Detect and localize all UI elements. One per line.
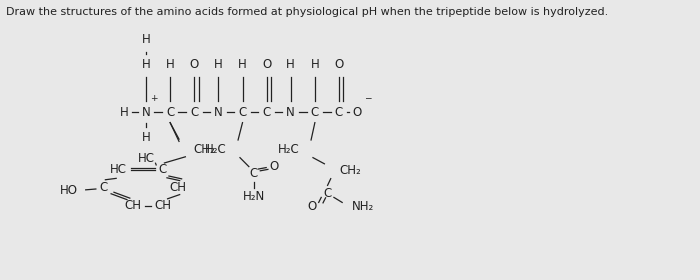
- Text: H₂C: H₂C: [278, 143, 300, 156]
- Text: C: C: [323, 187, 332, 200]
- Text: C: C: [262, 106, 271, 118]
- Text: H: H: [238, 58, 247, 71]
- Text: H: H: [311, 58, 319, 71]
- Text: N: N: [214, 106, 223, 118]
- Text: N: N: [141, 106, 150, 118]
- Text: O: O: [262, 58, 272, 71]
- Text: O: O: [335, 58, 344, 71]
- Text: O: O: [270, 160, 279, 173]
- Text: H: H: [286, 58, 295, 71]
- Text: C: C: [311, 106, 319, 118]
- Text: CH: CH: [125, 199, 142, 212]
- Text: C: C: [250, 167, 258, 180]
- Text: C: C: [335, 106, 343, 118]
- Text: H: H: [141, 33, 150, 46]
- Text: CH: CH: [154, 199, 171, 212]
- Text: O: O: [190, 58, 199, 71]
- Text: +: +: [150, 94, 158, 102]
- Text: H: H: [214, 58, 223, 71]
- Text: O: O: [308, 200, 317, 213]
- Text: CH₂: CH₂: [339, 164, 361, 177]
- Text: C: C: [166, 106, 174, 118]
- Text: H₂C: H₂C: [205, 143, 227, 156]
- Text: Draw the structures of the amino acids formed at physiological pH when the tripe: Draw the structures of the amino acids f…: [6, 7, 608, 17]
- Text: −: −: [365, 93, 372, 102]
- Text: CH₂: CH₂: [194, 143, 216, 156]
- Text: H: H: [141, 131, 150, 144]
- Text: C: C: [99, 181, 108, 194]
- Text: O: O: [352, 106, 361, 118]
- Text: H: H: [120, 106, 128, 118]
- Text: NH₂: NH₂: [351, 200, 374, 213]
- Text: HC: HC: [137, 152, 155, 165]
- Text: HO: HO: [60, 184, 78, 197]
- Text: H: H: [166, 58, 174, 71]
- Text: C: C: [158, 164, 167, 176]
- Text: N: N: [286, 106, 295, 118]
- Text: H₂N: H₂N: [243, 190, 265, 202]
- Text: CH: CH: [169, 181, 186, 194]
- Text: HC: HC: [110, 164, 127, 176]
- Text: C: C: [239, 106, 246, 118]
- Text: C: C: [190, 106, 198, 118]
- Text: H: H: [141, 58, 150, 71]
